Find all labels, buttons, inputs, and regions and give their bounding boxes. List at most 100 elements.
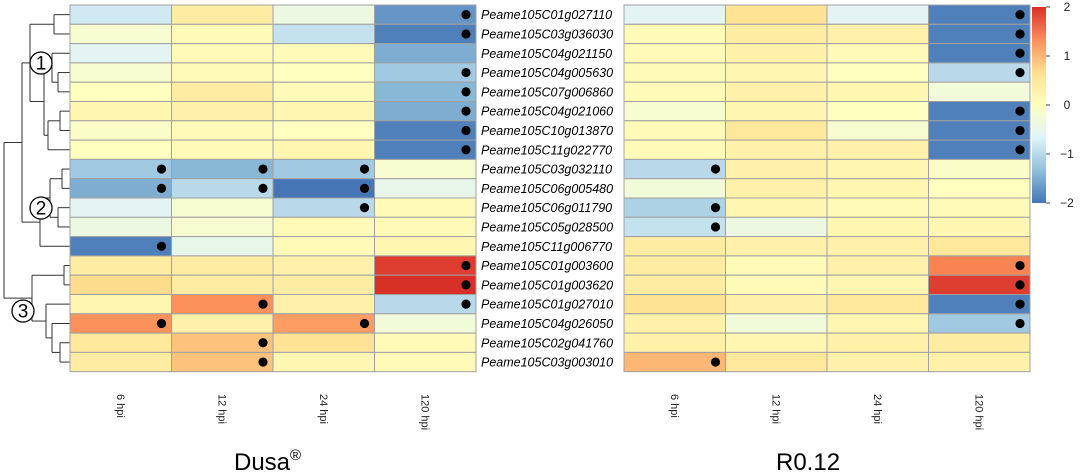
heatmap-cell [623,158,726,180]
heatmap-cell [272,332,375,353]
heatmap-cell [272,236,375,257]
heatmap-cell [171,43,274,64]
heatmap-cell [69,351,172,373]
color-legend-bar [1032,7,1046,203]
heatmap-cell [69,255,172,276]
significance-dot [1015,125,1025,136]
heatmap-cell [826,62,929,83]
heatmap-cell [725,351,828,373]
heatmap-cell [725,178,828,199]
significance-dot [461,145,471,155]
heatmap-cell [272,101,375,122]
heatmap-cell [826,274,929,296]
gene-label: Peame105C10g013870 [481,124,613,138]
significance-dot [461,10,471,20]
heatmap-cell [272,178,375,199]
significance-dot [1015,318,1025,329]
gene-label: Peame105C05g028500 [481,220,613,234]
significance-dot [1015,48,1025,58]
significance-dot [359,203,370,213]
heatmap-cell [171,294,274,315]
heatmap-cell [171,332,274,353]
column-label: 6 hpi [114,394,126,418]
heatmap-cell [725,274,828,296]
heatmap-cell [928,62,1031,83]
heatmap-cell [928,43,1031,64]
heatmap-cell [928,139,1031,160]
gene-label: Peame105C06g011790 [481,201,612,215]
heatmap-cell [725,197,828,218]
heatmap-cell [725,43,828,64]
legend-tick-label: −1 [1060,147,1074,161]
cluster-markers: 1 2 3 [11,51,53,323]
heatmap-cell [826,351,929,373]
heatmap-cell [374,351,477,373]
cluster-marker-circle [29,51,53,75]
heatmap-cell [725,255,828,276]
gene-label: Peame105C07g006860 [481,85,613,99]
heatmap-cell [374,236,477,257]
heatmap-cell [725,101,828,122]
significance-dot [156,318,167,329]
significance-dot [258,183,268,193]
gene-label: Peame105C02g041760 [481,336,613,350]
cluster-marker-circle [29,196,53,220]
heatmap-cell [374,23,477,45]
gene-label: Peame105C01g003600 [481,259,613,273]
significance-dot [359,164,370,174]
heatmap-cell [69,23,172,45]
heatmap-cell [623,216,726,238]
legend-tick-label: 2 [1064,0,1071,14]
heatmap-cell [171,197,274,218]
gene-label: Peame105C04g005630 [481,66,613,80]
gene-label: Peame105C03g003010 [481,356,613,370]
heatmap-cell [69,120,172,141]
gene-label: Peame105C01g027010 [481,298,613,312]
heatmap-cell [725,216,828,238]
significance-dot [1015,280,1025,290]
heatmap-cell [928,274,1031,296]
gene-label: Peame105C11g022770 [481,143,612,157]
heatmap-cell [826,294,929,315]
heatmap-cell [272,255,375,276]
column-label: 24 hpi [317,394,329,424]
significance-dot [359,318,370,329]
heatmap-cell [171,236,274,257]
heatmap-cell [171,216,274,238]
gene-labels: Peame105C01g027110 Peame105C03g036030 Peam… [481,8,613,369]
heatmap-cell [69,294,172,315]
heatmap-cell [623,4,726,25]
significance-dot [461,260,471,271]
heatmap-cell [374,4,477,25]
heatmap-cell [725,158,828,180]
heatmap-cell [69,81,172,102]
legend-tick-label: −2 [1060,196,1074,210]
heatmap-cell [623,313,726,334]
significance-dot [156,164,167,174]
significance-dot [1015,29,1025,39]
heatmap-cell [623,332,726,353]
heatmap-cell [374,158,477,180]
significance-dot [461,67,471,78]
heatmap-cell [272,216,375,238]
heatmap-cell [69,158,172,180]
gene-label: Peame105C04g021060 [481,105,613,119]
heatmap-cell [171,120,274,141]
gene-label: Peame105C03g032110 [481,163,612,177]
heatmap-cell [725,236,828,257]
heatmap-cell [374,178,477,199]
heatmap-cell [272,274,375,296]
significance-dot [258,164,268,174]
heatmap-cell [826,236,929,257]
heatmap-cell [928,313,1031,334]
heatmap-cell [928,4,1031,25]
cluster-marker-circle [11,299,35,323]
heatmap-cell [171,255,274,276]
gene-label: Peame105C01g027110 [481,8,612,22]
heatmap-cell [69,62,172,83]
column-label: 12 hpi [215,394,227,424]
heatmap-cell [623,351,726,373]
heatmap-cell [69,139,172,160]
significance-dot [1015,260,1025,271]
